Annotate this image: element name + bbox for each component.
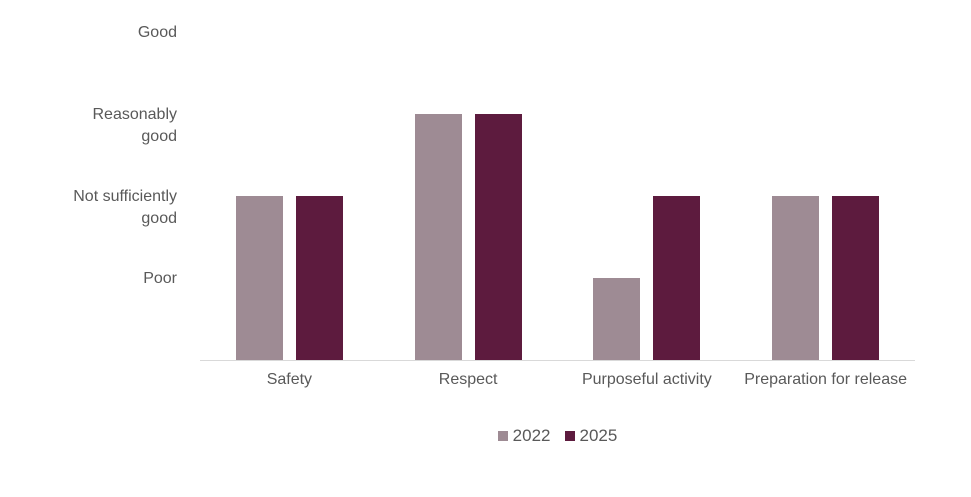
legend-swatch-icon	[564, 431, 575, 441]
bar-2022-preparation-for-release	[772, 196, 820, 360]
y-tick-label: Reasonably good	[92, 106, 178, 145]
bar-2025-safety	[295, 196, 343, 360]
bar-2025-purposeful-activity	[653, 196, 701, 360]
x-axis: Safety Respect Purposeful activity Preparat…	[200, 369, 915, 415]
y-axis: Good Reasonably good Not sufficiently good…	[0, 0, 177, 420]
bar-2025-preparation-for-release	[832, 196, 880, 360]
plot-area	[200, 0, 915, 361]
legend-label: 2022	[512, 426, 551, 445]
x-category-label: Preparation for release	[744, 371, 907, 388]
bar-2022-purposeful-activity	[593, 278, 641, 360]
x-category-label: Safety	[266, 371, 313, 388]
y-tick-label: Poor	[143, 270, 177, 287]
legend-item-2022: 2022	[497, 426, 551, 446]
bar-2022-safety	[235, 196, 283, 360]
y-tick-label: Not sufficiently good	[73, 188, 177, 227]
x-category-label: Purposeful activity	[581, 371, 712, 388]
legend-label: 2025	[579, 426, 618, 445]
bar-2022-respect	[414, 114, 462, 360]
legend-item-2025: 2025	[564, 426, 618, 446]
legend: 2022 2025	[200, 426, 915, 446]
y-tick-label: Good	[137, 24, 177, 41]
legend-swatch-icon	[497, 431, 508, 441]
bar-2025-respect	[474, 114, 522, 360]
x-category-label: Respect	[438, 371, 498, 388]
x-axis-line	[200, 360, 915, 361]
